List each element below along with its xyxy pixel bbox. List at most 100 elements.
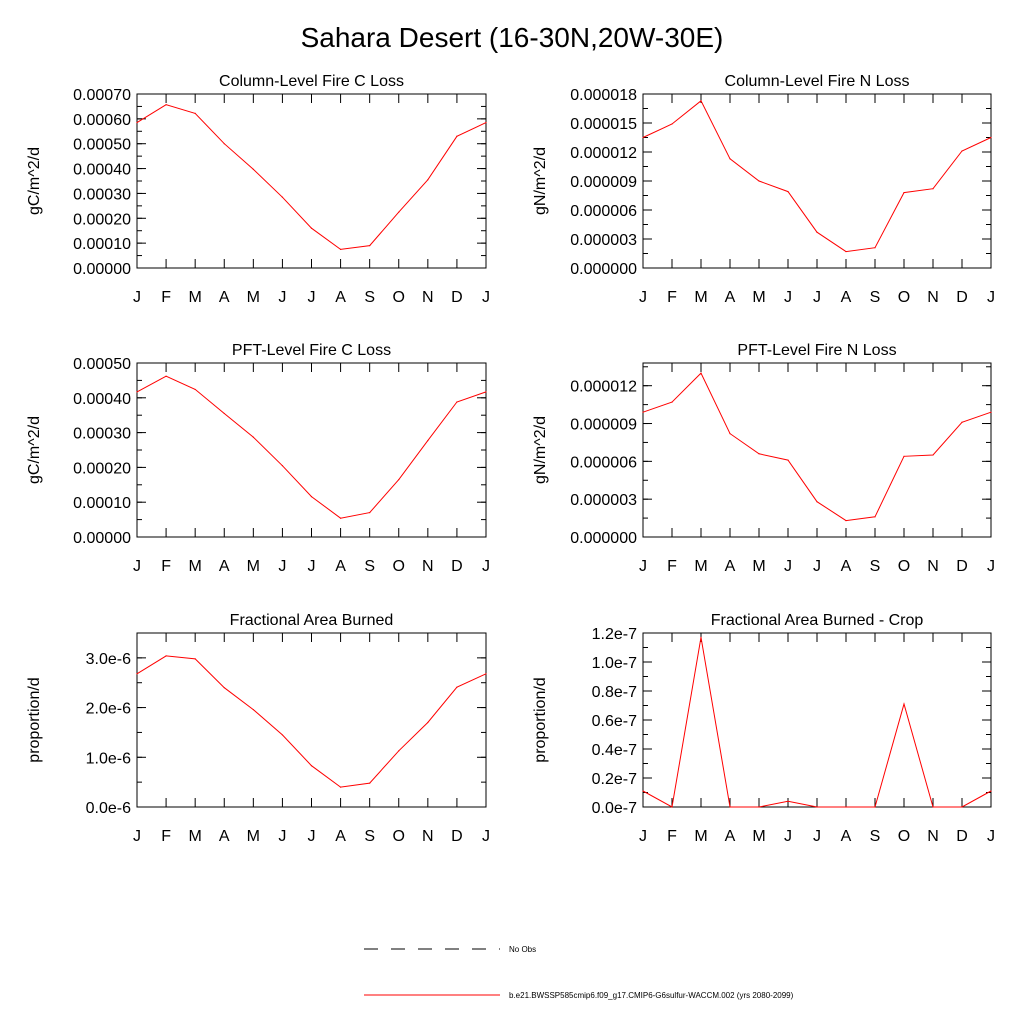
chart-3-ytick-label: 0.000012 xyxy=(570,379,637,396)
chart-5-data-point xyxy=(729,806,731,808)
chart-2-data-point xyxy=(427,440,429,442)
chart-1-xtick-label: J xyxy=(784,289,792,306)
chart-4-data-point xyxy=(485,673,487,675)
chart-5-xtick-label: J xyxy=(639,828,647,845)
chart-5-xtick-label: J xyxy=(784,828,792,845)
chart-2-ytick-label: 0.00040 xyxy=(73,391,131,408)
chart-2-title: PFT-Level Fire C Loss xyxy=(232,342,391,359)
chart-2-data-point xyxy=(136,391,138,393)
chart-2-data-point xyxy=(281,465,284,467)
chart-3-data-point xyxy=(903,455,905,457)
chart-4-xtick-label: O xyxy=(393,828,405,845)
chart-4-xtick-label: J xyxy=(278,828,286,845)
chart-4-xtick-label: D xyxy=(451,828,463,845)
chart-0-xtick-label: F xyxy=(161,289,171,306)
chart-3-xtick-label: J xyxy=(987,558,995,575)
chart-0-data-point xyxy=(194,112,196,114)
chart-4-xtick-label: S xyxy=(364,828,375,845)
chart-2-xtick-label: D xyxy=(451,558,463,575)
chart-4-title: Fractional Area Burned xyxy=(230,612,394,629)
chart-2-ytick-label: 0.00050 xyxy=(73,356,131,373)
chart-0-xtick-label: A xyxy=(219,289,230,306)
chart-5-xtick-label: J xyxy=(813,828,821,845)
chart-4-series-line xyxy=(136,655,487,788)
chart-2-data-point xyxy=(369,512,371,514)
chart-5-xtick-label: S xyxy=(870,828,881,845)
chart-4-xtick-label: A xyxy=(335,828,346,845)
chart-1-series-line xyxy=(642,100,992,253)
chart-2-plot-frame xyxy=(136,362,487,538)
chart-0-xtick-label: N xyxy=(422,289,434,306)
chart-1-xtick-label: A xyxy=(725,289,736,306)
chart-2-data-point xyxy=(165,375,167,377)
chart-0-data-point xyxy=(165,104,167,106)
chart-2-ytick-label: 0.00000 xyxy=(73,530,131,547)
chart-0-data-point xyxy=(369,245,371,247)
chart-2-xtick-label: N xyxy=(422,558,434,575)
chart-2-xtick-label: J xyxy=(133,558,141,575)
chart-1-xtick-label: S xyxy=(870,289,881,306)
chart-5-ytick-label: 0.2e-7 xyxy=(592,771,637,788)
chart-0-data-point xyxy=(252,168,254,170)
chart-2-data-point xyxy=(223,412,225,415)
chart-2-data-point xyxy=(194,388,196,391)
chart-5-ytick-label: 1.0e-7 xyxy=(592,655,637,672)
chart-0-data-point xyxy=(456,135,458,137)
chart-1-ytick-label: 0.000012 xyxy=(570,145,637,162)
chart-5-data-point xyxy=(787,800,789,802)
chart-2-ytick-label: 0.00020 xyxy=(73,460,131,477)
chart-3-xtick-label: M xyxy=(752,558,765,575)
chart-4-ytick-label: 3.0e-6 xyxy=(86,651,131,668)
legend: No Obs b.e21.BWSSP585cmip6.f09_g17.CMIP6… xyxy=(364,945,794,1000)
chart-3-data-point xyxy=(845,520,847,522)
chart-3-xtick-label: F xyxy=(667,558,677,575)
chart-1-data-point xyxy=(903,192,905,194)
chart-5-series-line xyxy=(642,637,992,808)
chart-1-xtick-label: D xyxy=(956,289,968,306)
chart-5-data-point xyxy=(816,806,818,808)
chart-0-data-point xyxy=(136,121,138,124)
chart-4-xtick-label: M xyxy=(189,828,202,845)
chart-1-xtick-label: M xyxy=(694,289,707,306)
chart-5-plot-frame xyxy=(642,632,992,808)
chart-1-xtick-label: A xyxy=(841,289,852,306)
chart-3-data-point xyxy=(700,372,702,374)
chart-4-data-point xyxy=(427,721,429,724)
chart-0-ytick-label: 0.00060 xyxy=(73,112,131,129)
chart-5-ylabel: proportion/d xyxy=(532,677,549,762)
chart-0-data-point xyxy=(310,227,313,229)
chart-0-xtick-label: A xyxy=(335,289,346,306)
chart-1-xtick-label: N xyxy=(927,289,939,306)
chart-5-xtick-label: N xyxy=(927,828,939,845)
chart-4-xtick-label: J xyxy=(308,828,316,845)
chart-3-data-point xyxy=(729,433,731,435)
chart-5-xtick-label: O xyxy=(898,828,910,845)
chart-4-data-point xyxy=(136,673,138,675)
chart-0-ytick-label: 0.00030 xyxy=(73,186,131,203)
chart-1-ytick-label: 0.000003 xyxy=(570,232,637,249)
chart-2-data-point xyxy=(339,517,342,519)
chart-4-data-point xyxy=(252,708,254,711)
chart-5-ytick-label: 0.6e-7 xyxy=(592,713,637,730)
chart-5-xtick-label: A xyxy=(841,828,852,845)
chart-4-xtick-label: A xyxy=(219,828,230,845)
chart-3-xtick-label: J xyxy=(813,558,821,575)
chart-4-ytick-label: 2.0e-6 xyxy=(86,701,131,718)
chart-1-data-point xyxy=(729,158,731,160)
chart-2-xtick-label: M xyxy=(247,558,260,575)
chart-3-data-point xyxy=(758,453,760,455)
chart-1-ytick-label: 0.000009 xyxy=(570,174,637,191)
chart-1-xtick-label: J xyxy=(813,289,821,306)
chart-5-ytick-label: 1.2e-7 xyxy=(592,626,637,643)
chart-2-xtick-label: J xyxy=(278,558,286,575)
chart-4-data-point xyxy=(456,686,458,688)
chart-0-xtick-label: S xyxy=(364,289,375,306)
chart-3-xtick-label: O xyxy=(898,558,910,575)
chart-5-ytick-label: 0.8e-7 xyxy=(592,684,637,701)
chart-3-ytick-label: 0.000000 xyxy=(570,530,637,547)
chart-4-data-point xyxy=(194,658,196,660)
chart-5-ytick-label: 0.4e-7 xyxy=(592,742,637,759)
chart-4-data-point xyxy=(223,687,225,689)
